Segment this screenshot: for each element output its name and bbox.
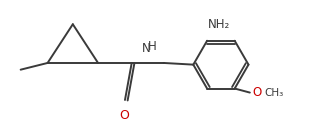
Text: O: O xyxy=(119,109,129,122)
Text: N: N xyxy=(142,41,151,55)
Text: NH₂: NH₂ xyxy=(208,18,230,31)
Text: O: O xyxy=(252,86,261,99)
Text: CH₃: CH₃ xyxy=(264,88,283,98)
Text: H: H xyxy=(148,40,157,53)
